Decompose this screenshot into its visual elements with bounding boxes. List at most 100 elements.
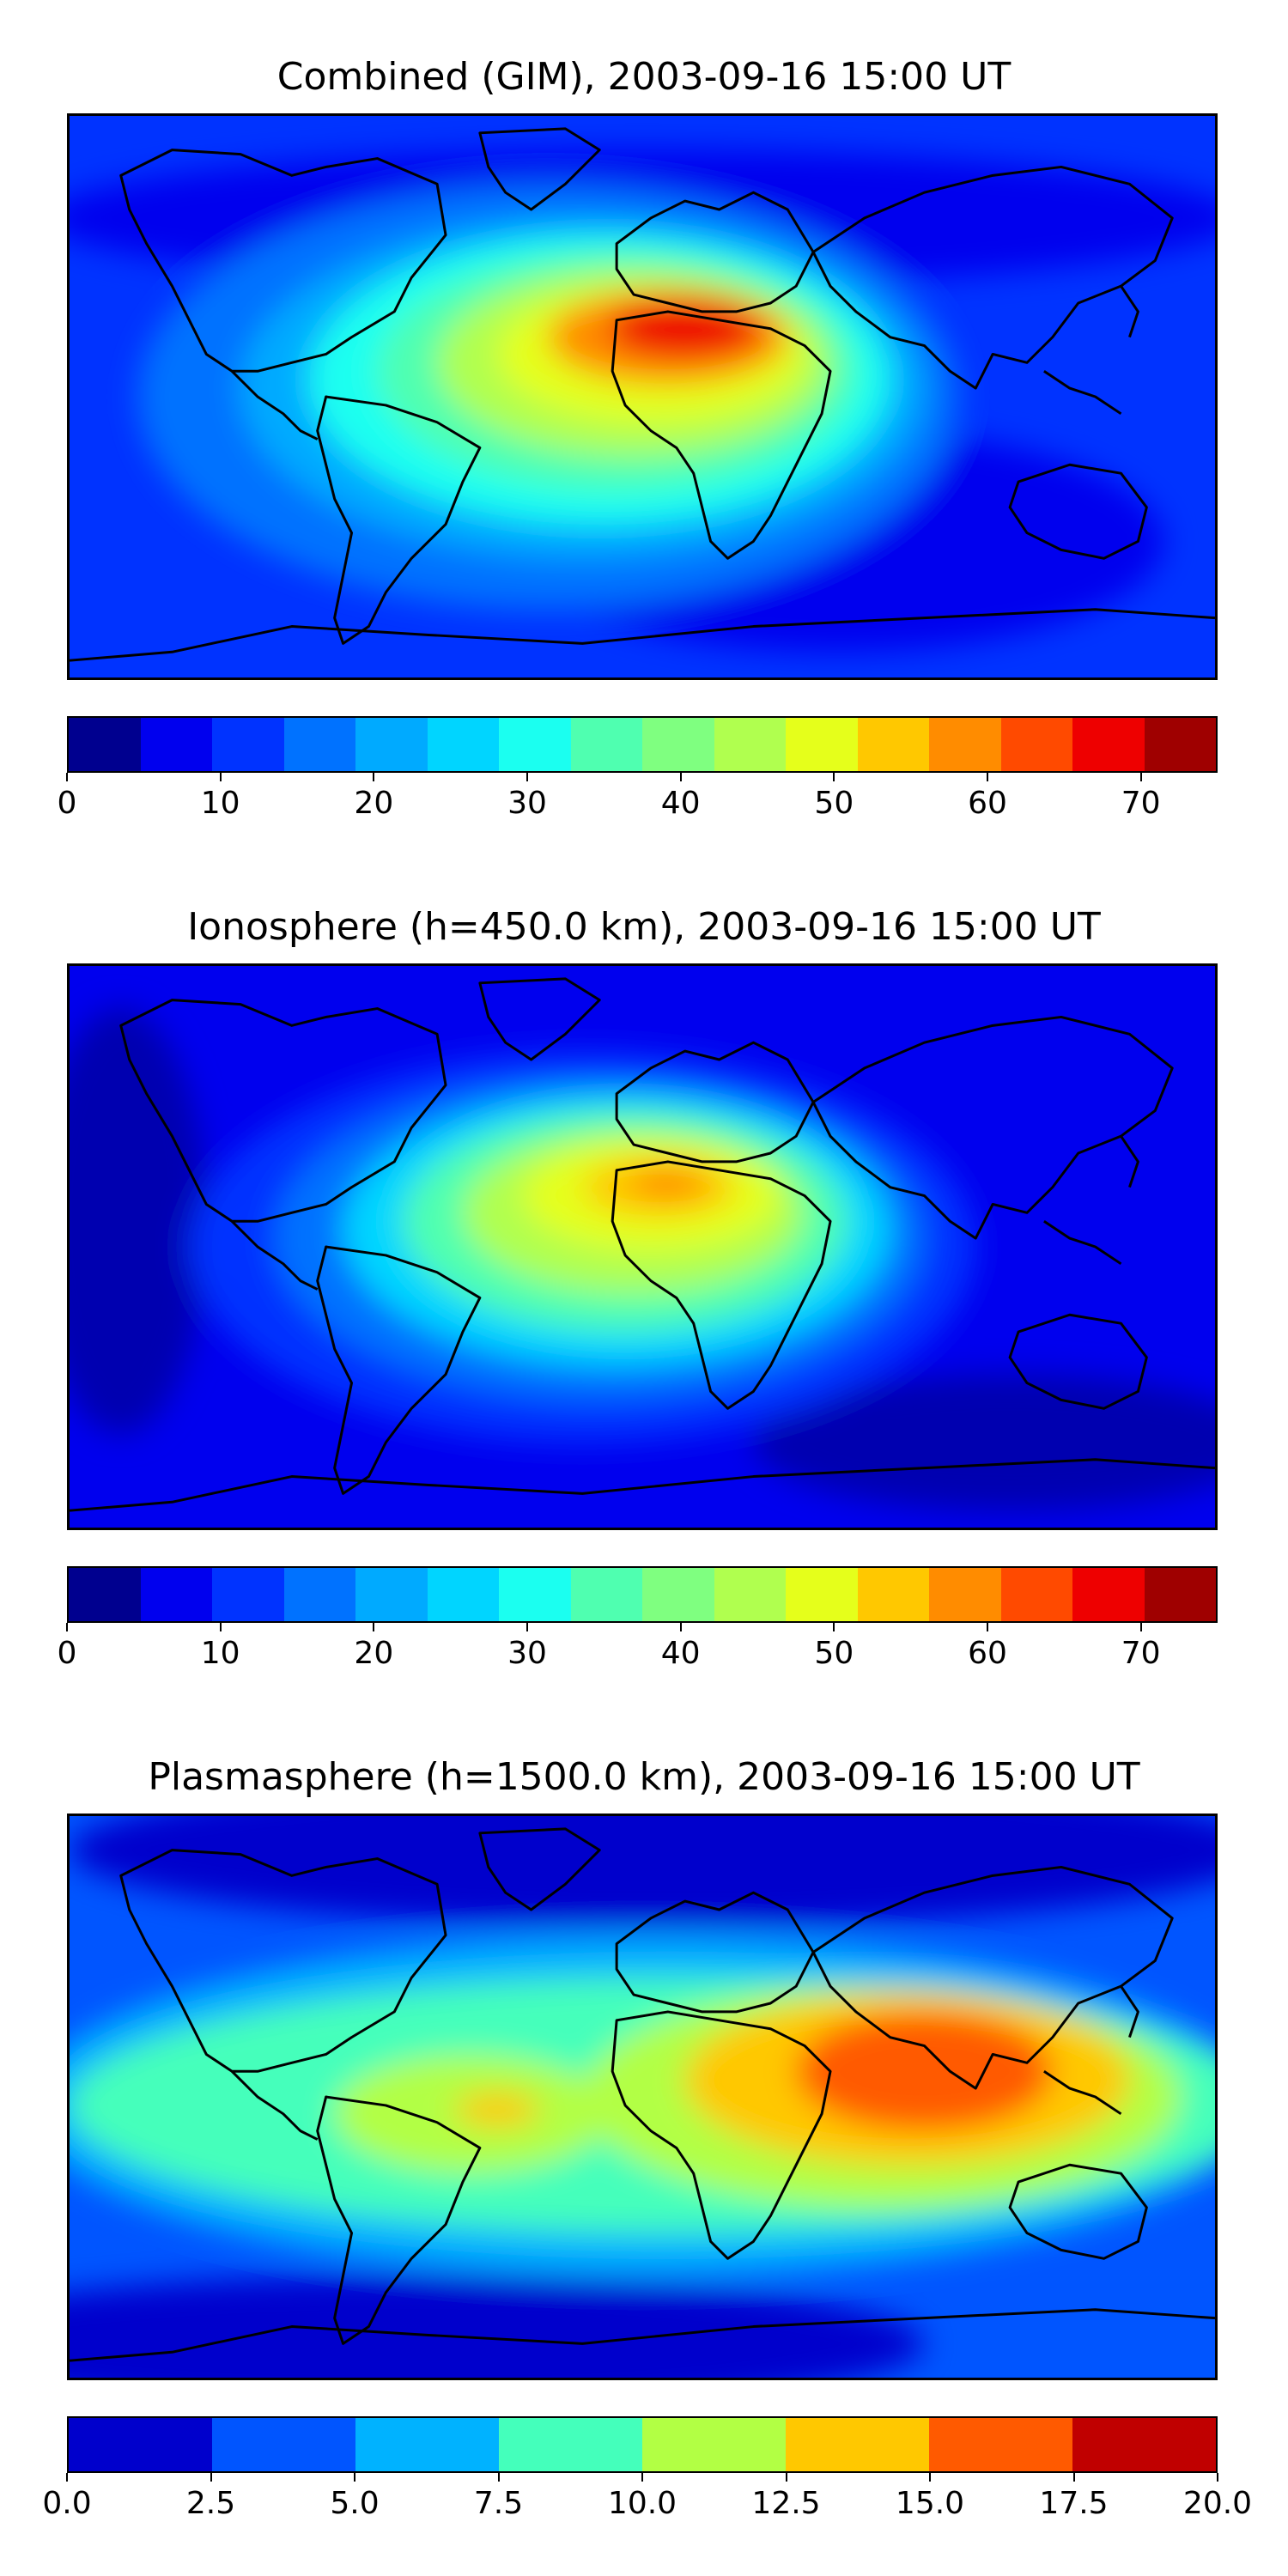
colorbar-tick-label: 40 [660,1636,701,1671]
colorbar-tick-label: 10 [200,1636,240,1671]
colorbar-tick [679,773,682,781]
colorbar-tick [219,1623,222,1631]
colorbar-segment [786,1568,858,1621]
tec-map-plasmasphere [67,1814,1218,2380]
colorbar-tick-label: 70 [1121,786,1161,821]
colorbar-tick [354,2473,355,2482]
colorbar-tick [987,1623,988,1631]
colorbar-segment [642,718,714,771]
colorbar-tick-label: 60 [968,1636,1007,1671]
colorbar-tick [210,2473,212,2482]
colorbar-segment [857,1568,929,1621]
colorbar-tick-label: 30 [507,786,547,821]
colorbar-segment [69,718,141,771]
colorbar-plasmasphere [67,2416,1218,2473]
colorbar-tick [373,773,375,781]
colorbar-ticks-plasmasphere: 0.0 2.5 5.0 7.5 10.0 12.5 15.0 17.5 20.0 [42,2473,1252,2524]
colorbar-segment [714,718,786,771]
colorbar-tick-label: 40 [660,786,701,821]
colorbar-ticks-ionosphere: 0 10 20 30 40 50 60 70 [58,1623,1218,1674]
colorbar-segment [355,2418,499,2471]
colorbar-segment [283,718,355,771]
colorbar-segment [857,718,929,771]
colorbar-segment [427,718,499,771]
map-title: Ionosphere (h=450.0 km), 2003-09-16 15:0… [187,905,1101,949]
colorbar-ticks-combined: 0 10 20 30 40 50 60 70 [58,773,1218,824]
colorbar-tick-label: 70 [1121,1636,1161,1671]
colorbar-tick [1139,773,1142,781]
colorbar-tick [987,773,988,781]
colorbar-segment [355,1568,428,1621]
colorbar-tick-label: 12.5 [751,2486,821,2521]
tec-map-ionosphere [67,963,1218,1530]
colorbar-segment [427,1568,499,1621]
colorbar-tick [497,2473,500,2482]
colorbar-tick-label: 20 [354,1636,394,1671]
colorbar-tick-label: 0 [57,1636,77,1671]
colorbar-segment [499,1568,571,1621]
colorbar-tick [66,773,68,781]
colorbar-segment [1000,718,1072,771]
colorbar-tick-label: 30 [507,1636,547,1671]
colorbar-tick-label: 20.0 [1182,2486,1253,2521]
colorbar-segment [570,1568,642,1621]
colorbar-segment [642,1568,714,1621]
colorbar-tick-label: 20 [354,786,394,821]
colorbar-tick [929,2473,931,2482]
colorbar-segment [786,2418,929,2471]
colorbar-segment [212,2418,355,2471]
colorbar-tick [833,1623,835,1631]
colorbar-segment [929,718,1001,771]
colorbar-tick [679,1623,682,1631]
colorbar-segment [929,1568,1001,1621]
colorbar-tick [66,1623,68,1631]
colorbar-tick-label: 0 [57,786,77,821]
colorbar-tick [641,2473,643,2482]
colorbar-tick-label: 50 [814,1636,854,1671]
colorbar-segment [642,2418,786,2471]
colorbar-segment [355,718,428,771]
colorbar-tick [526,773,528,781]
colorbar-tick [1072,2473,1075,2482]
colorbar-tick [219,773,222,781]
colorbar-segment [1072,1568,1145,1621]
colorbar-segment [786,718,858,771]
colorbar-segment [140,1568,212,1621]
colorbar-segment [140,718,212,771]
colorbar-segment [714,1568,786,1621]
map-title: Plasmasphere (h=1500.0 km), 2003-09-16 1… [148,1755,1140,1799]
colorbar-tick [1139,1623,1142,1631]
colorbar-tick-label: 10.0 [607,2486,677,2521]
colorbar-segment [69,1568,141,1621]
colorbar-segment [499,718,571,771]
colorbar-tick-label: 15.0 [895,2486,965,2521]
colorbar-segment [1144,1568,1216,1621]
colorbar-segment [570,718,642,771]
colorbar-tick-label: 50 [814,786,854,821]
colorbar-tick [1217,2473,1218,2482]
colorbar-tick-label: 5.0 [330,2486,380,2521]
colorbar-tick-label: 7.5 [473,2486,524,2521]
colorbar-tick [785,2473,787,2482]
colorbar-tick [373,1623,375,1631]
colorbar-segment [1072,2418,1216,2471]
colorbar-tick-label: 2.5 [185,2486,236,2521]
colorbar-segment [499,2418,642,2471]
colorbar-segment [212,1568,284,1621]
colorbar-tick [833,773,835,781]
colorbar-tick-label: 17.5 [1039,2486,1109,2521]
colorbar-tick [66,2473,68,2482]
colorbar-segment [283,1568,355,1621]
colorbar-tick-label: 60 [968,786,1007,821]
tec-map-combined [67,113,1218,680]
colorbar-segment [929,2418,1072,2471]
colorbar-segment [69,2418,212,2471]
colorbar-segment [1144,718,1216,771]
colorbar-segment [1000,1568,1072,1621]
colorbar-segment [1072,718,1145,771]
colorbar-ionosphere [67,1566,1218,1623]
colorbar-tick-label: 0.0 [42,2486,92,2521]
colorbar-tick-label: 10 [200,786,240,821]
colorbar-combined [67,716,1218,773]
map-title: Combined (GIM), 2003-09-16 15:00 UT [276,55,1012,99]
